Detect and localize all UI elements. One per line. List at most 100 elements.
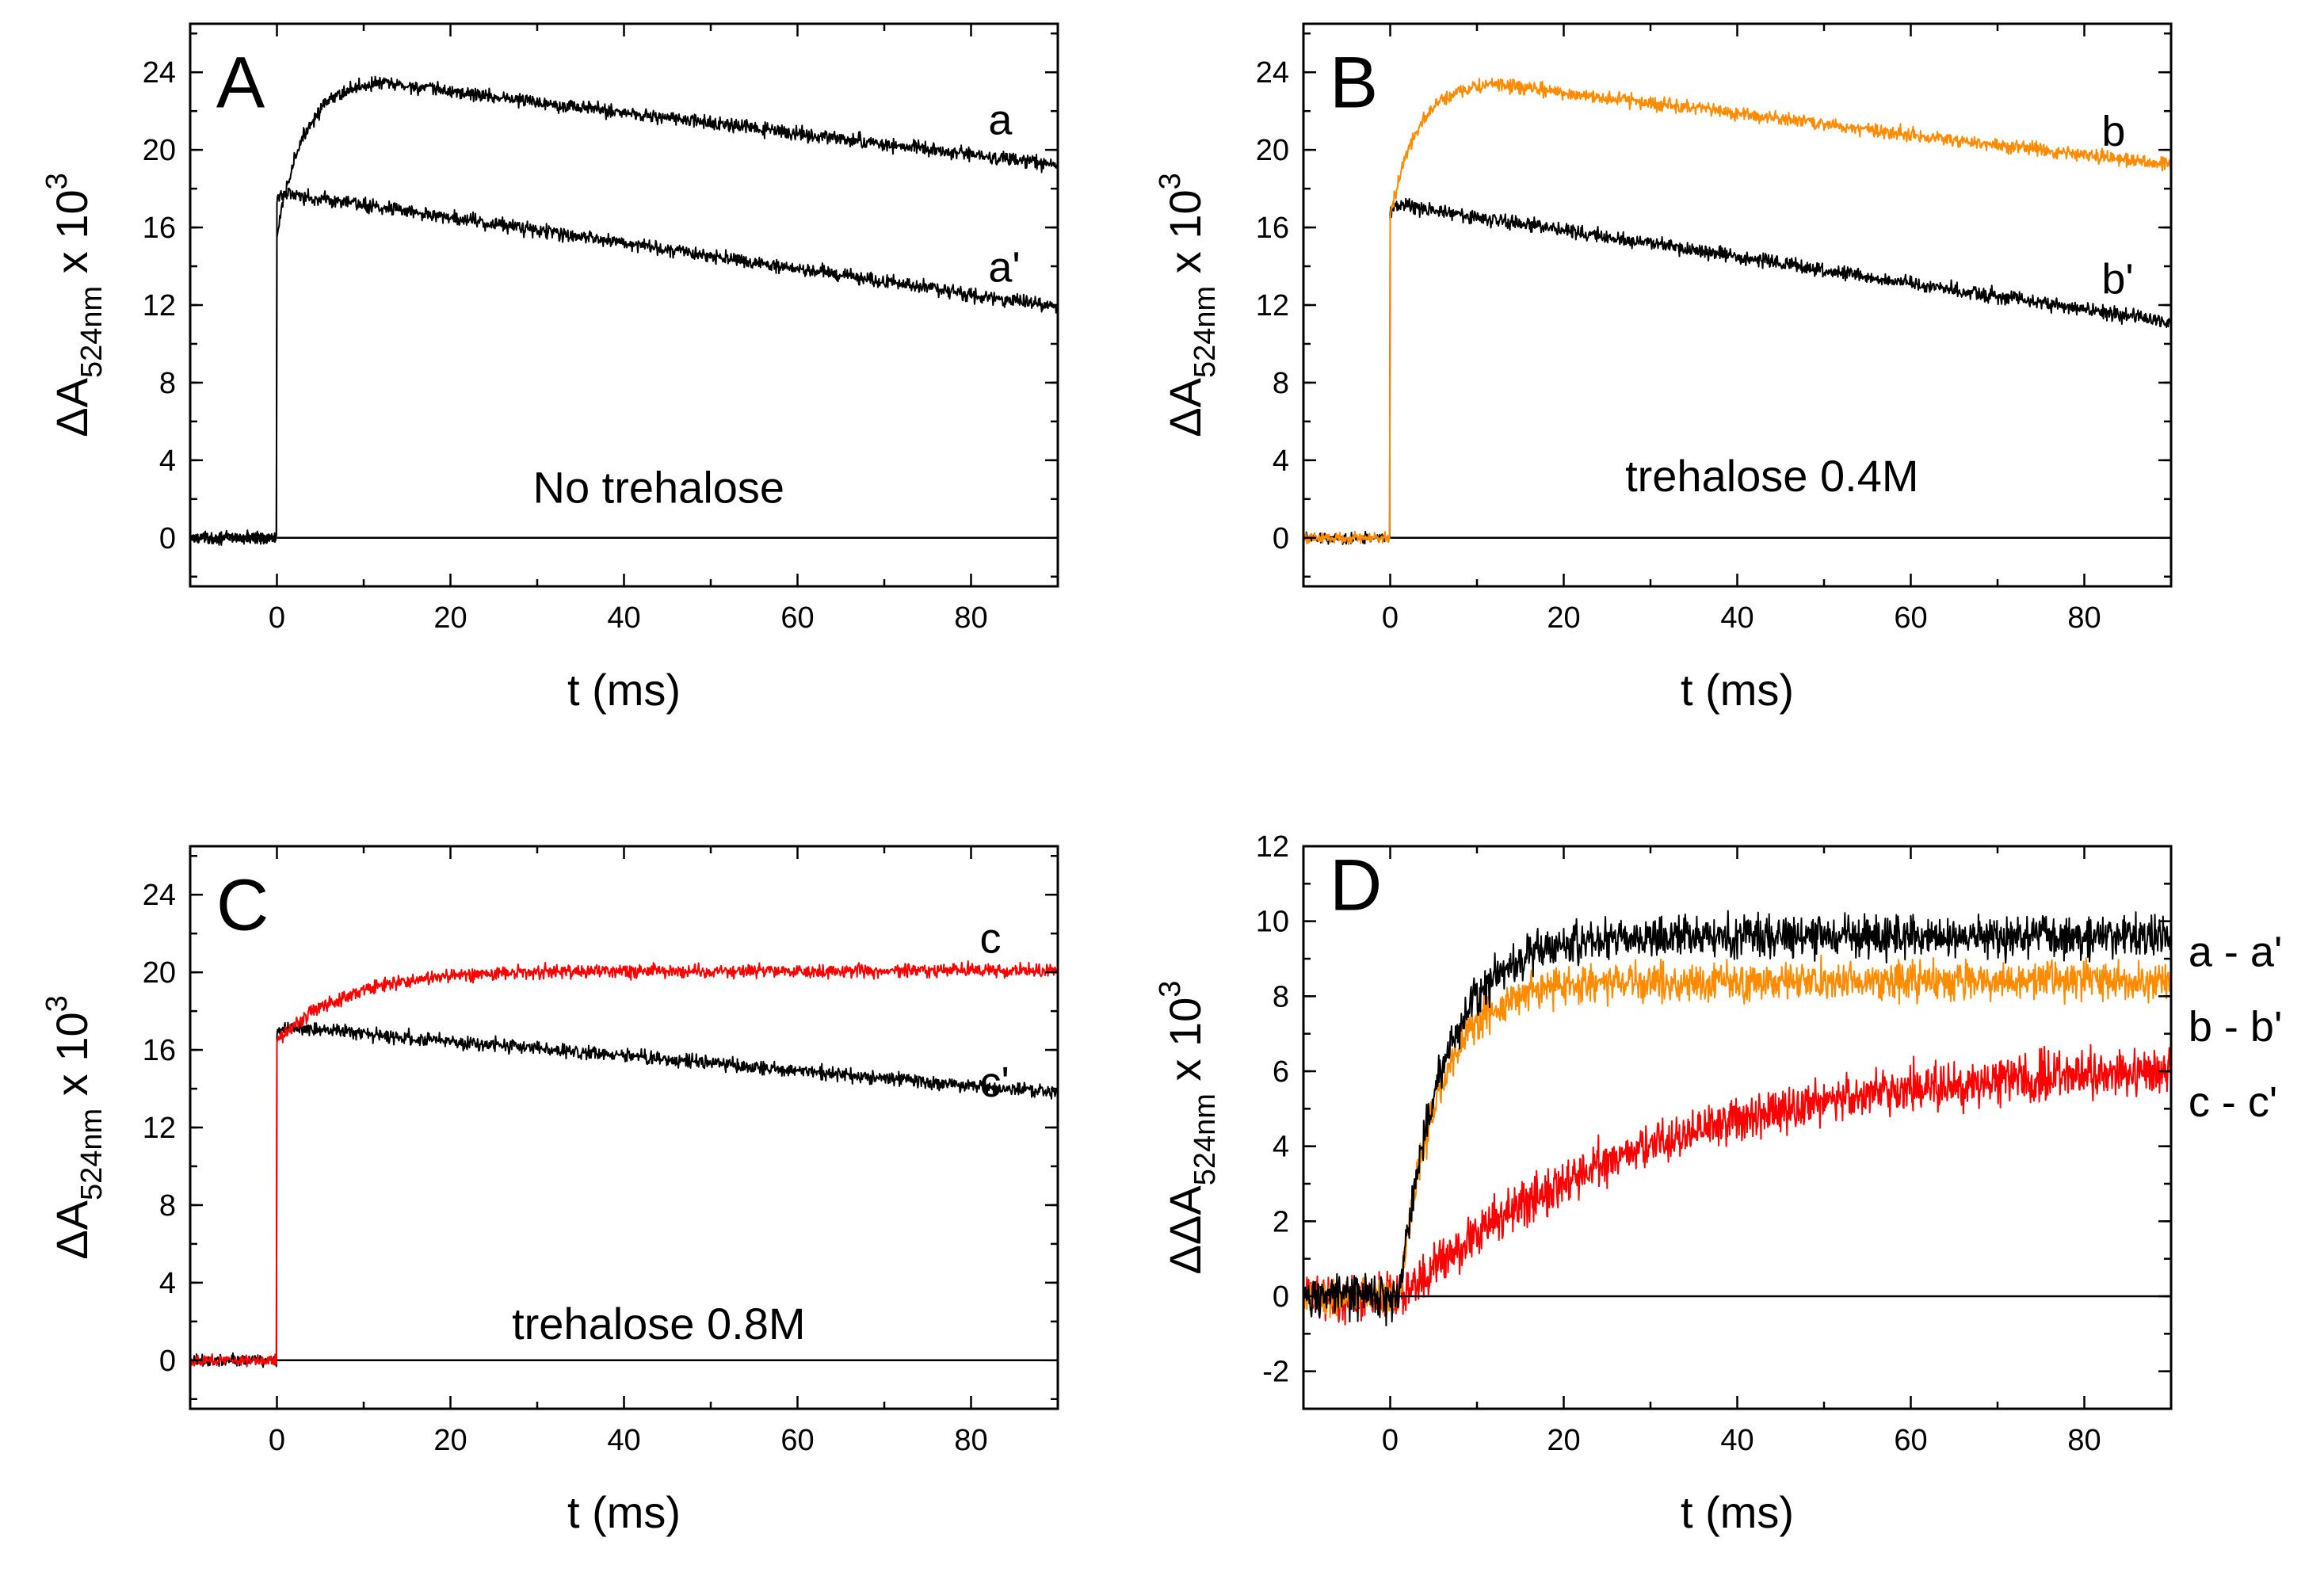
trace-aa-prime bbox=[1303, 910, 2172, 1326]
panel-d-y-axis-label: ΔΔA524nm x 103 bbox=[1154, 981, 1222, 1275]
trace-a-prime bbox=[189, 187, 1059, 546]
panel-d-y-suffix: x 10 bbox=[1160, 998, 1210, 1093]
y-tick-label: 0 bbox=[159, 522, 176, 555]
trace-b bbox=[1303, 78, 2172, 546]
y-tick-label: 16 bbox=[143, 212, 176, 245]
panel-b-annotation: trehalose 0.4M bbox=[1625, 451, 1918, 501]
panel-c-y-suffix: x 10 bbox=[47, 1012, 97, 1108]
x-tick-label: 0 bbox=[1382, 601, 1399, 635]
panel-a-x-axis-label: t (ms) bbox=[567, 665, 681, 715]
panel-b-y-main: ΔA bbox=[1160, 377, 1210, 437]
y-tick-label: -2 bbox=[1262, 1356, 1289, 1389]
panel-a: 0 20 40 60 80 0 4 8 12 16 20 24 A No trehalose a a'… bbox=[40, 22, 1059, 715]
panel-d-y-main: ΔΔA bbox=[1160, 1185, 1210, 1275]
panel-b-ticks: 0 20 40 60 80 0 4 8 12 16 20 24 bbox=[1256, 24, 2173, 635]
y-tick-label: 12 bbox=[1256, 289, 1289, 322]
trace-c bbox=[189, 960, 1059, 1368]
x-tick-label: 20 bbox=[433, 601, 467, 635]
y-tick-label: 24 bbox=[143, 879, 176, 912]
y-tick-label: 4 bbox=[1273, 1131, 1289, 1164]
y-tick-label: 0 bbox=[1273, 1280, 1289, 1314]
x-tick-label: 80 bbox=[2067, 1424, 2101, 1457]
trace-b-prime bbox=[1303, 197, 2172, 545]
trace-a bbox=[189, 75, 1059, 546]
x-tick-label: 20 bbox=[1547, 601, 1580, 635]
y-tick-label: 6 bbox=[1273, 1055, 1289, 1089]
panel-b-label-b-prime: b' bbox=[2101, 255, 2133, 303]
panel-d-label-c-minus-c-prime: c - c' bbox=[2189, 1078, 2277, 1126]
x-tick-label: 60 bbox=[1894, 601, 1927, 635]
panel-d: 0 20 40 60 80 -2 0 2 4 6 8 10 12 D a - a' b - b' c -… bbox=[1154, 830, 2282, 1537]
panel-c-label-c-prime: c' bbox=[979, 1059, 1009, 1106]
panel-d-letter: D bbox=[1330, 845, 1382, 925]
y-tick-label: 8 bbox=[1273, 980, 1289, 1013]
panel-a-ticks: 0 20 40 60 80 0 4 8 12 16 20 24 bbox=[143, 24, 1059, 635]
trace-bb-prime bbox=[1303, 954, 2172, 1318]
panel-c-annotation: trehalose 0.8M bbox=[512, 1299, 805, 1349]
y-tick-label: 16 bbox=[143, 1034, 176, 1067]
panel-d-y-sub: 524nm bbox=[1189, 1093, 1222, 1185]
panel-d-y-sup: 3 bbox=[1154, 981, 1187, 998]
y-tick-label: 20 bbox=[1256, 134, 1289, 167]
panel-b-y-sub: 524nm bbox=[1189, 286, 1222, 378]
y-tick-label: 12 bbox=[143, 289, 176, 322]
x-tick-label: 20 bbox=[433, 1424, 467, 1457]
panel-a-letter: A bbox=[216, 42, 265, 123]
panel-a-annotation: No trehalose bbox=[533, 463, 785, 513]
y-tick-label: 8 bbox=[159, 1189, 176, 1223]
x-tick-label: 20 bbox=[1547, 1424, 1580, 1457]
panel-c-label-c: c bbox=[979, 915, 1001, 963]
panel-b-y-sup: 3 bbox=[1154, 173, 1187, 189]
panel-c-y-sub: 524nm bbox=[75, 1108, 109, 1200]
panel-b-y-suffix: x 10 bbox=[1160, 189, 1210, 285]
x-tick-label: 40 bbox=[1720, 601, 1753, 635]
x-tick-label: 40 bbox=[607, 1424, 640, 1457]
panel-a-y-suffix: x 10 bbox=[47, 189, 97, 285]
y-tick-label: 4 bbox=[159, 1267, 176, 1300]
x-tick-label: 0 bbox=[269, 601, 285, 635]
y-tick-label: 12 bbox=[143, 1112, 176, 1145]
panel-a-y-axis-label: ΔA524nm x 103 bbox=[40, 173, 109, 437]
panel-d-label-a-minus-a-prime: a - a' bbox=[2189, 928, 2282, 975]
trace-cc-prime bbox=[1303, 1044, 2172, 1326]
y-tick-label: 4 bbox=[159, 445, 176, 478]
panel-c-y-sup: 3 bbox=[40, 995, 74, 1012]
panel-c-traces bbox=[189, 960, 1059, 1368]
y-tick-label: 10 bbox=[1256, 906, 1289, 939]
x-tick-label: 60 bbox=[1894, 1424, 1927, 1457]
x-tick-label: 60 bbox=[780, 601, 814, 635]
panel-c-y-axis-label: ΔA524nm x 103 bbox=[40, 995, 109, 1260]
trace-c-prime bbox=[189, 1021, 1059, 1368]
y-tick-label: 2 bbox=[1273, 1205, 1289, 1238]
y-tick-label: 20 bbox=[143, 134, 176, 167]
x-tick-label: 80 bbox=[954, 1424, 987, 1457]
x-tick-label: 0 bbox=[269, 1424, 285, 1457]
panel-a-y-main: ΔA bbox=[47, 377, 97, 437]
panel-b-letter: B bbox=[1330, 42, 1378, 123]
y-tick-label: 24 bbox=[143, 56, 176, 90]
x-tick-label: 80 bbox=[2067, 601, 2101, 635]
x-tick-label: 80 bbox=[954, 601, 987, 635]
panel-c-letter: C bbox=[216, 864, 269, 945]
x-tick-label: 0 bbox=[1382, 1424, 1399, 1457]
panel-a-y-sub: 524nm bbox=[75, 286, 109, 378]
panel-b-label-b: b bbox=[2101, 108, 2125, 155]
y-tick-label: 8 bbox=[159, 367, 176, 400]
panel-d-x-axis-label: t (ms) bbox=[1681, 1487, 1794, 1537]
y-tick-label: 24 bbox=[1256, 56, 1289, 90]
panel-a-label-a-prime: a' bbox=[988, 244, 1020, 292]
panel-a-label-a: a bbox=[988, 97, 1013, 144]
y-tick-label: 0 bbox=[159, 1345, 176, 1378]
panel-a-traces bbox=[189, 75, 1059, 546]
y-tick-label: 20 bbox=[143, 956, 176, 990]
panel-c-ticks: 0 20 40 60 80 0 4 8 12 16 20 24 bbox=[143, 846, 1059, 1457]
x-tick-label: 40 bbox=[1720, 1424, 1753, 1457]
panel-d-label-b-minus-b-prime: b - b' bbox=[2189, 1003, 2282, 1051]
y-tick-label: 8 bbox=[1273, 367, 1289, 400]
x-tick-label: 60 bbox=[780, 1424, 814, 1457]
y-tick-label: 16 bbox=[1256, 212, 1289, 245]
panel-b-x-axis-label: t (ms) bbox=[1681, 665, 1794, 715]
